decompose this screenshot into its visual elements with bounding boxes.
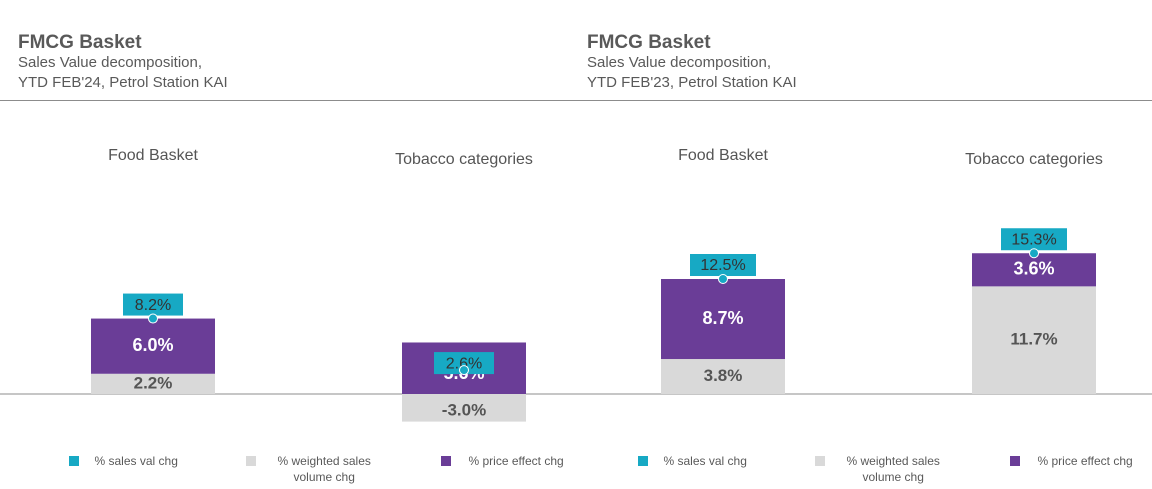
panel-subtitle-line1: Sales Value decomposition, (18, 54, 202, 71)
sales-value-label: 8.2% (135, 297, 171, 314)
volume-bar-segment (661, 359, 785, 394)
sales-value-marker (718, 274, 728, 284)
legend-swatch (638, 456, 648, 466)
sales-value-marker (1029, 248, 1039, 259)
legend-swatch (815, 456, 825, 466)
volume-value-label: 11.7% (1010, 330, 1057, 349)
legend-label: % price effect chg (468, 454, 564, 468)
legend-label: % sales val chg (94, 454, 178, 468)
category-label: Food Basket (108, 147, 198, 164)
volume-bar-segment (402, 394, 526, 422)
sales-value-label-box (123, 293, 183, 316)
sales-value-label-box (690, 254, 756, 276)
category-label: Tobacco categories (965, 151, 1103, 168)
legend-label-line1: % weighted sales (277, 454, 371, 468)
volume-bar-segment (91, 373, 215, 394)
panel-title: FMCG Basket (18, 32, 142, 53)
category-label: Food Basket (678, 147, 768, 164)
volume-value-label: -3.0% (442, 400, 486, 419)
volume-value-label: 2.2% (134, 373, 173, 392)
panel-title: FMCG Basket (587, 32, 711, 53)
price-value-label: 6.0% (132, 335, 173, 355)
legend-label: % weighted sales volume chg (847, 453, 940, 485)
legend-swatch (441, 456, 451, 466)
price-bar-segment (91, 318, 215, 374)
panel-header-right: FMCG Basket Sales Value decomposition, Y… (587, 33, 797, 93)
panel-subtitle-line1: Sales Value decomposition, (587, 54, 771, 71)
price-value-label: 8.7% (702, 308, 743, 328)
legend-swatch (69, 456, 79, 466)
sales-value-label: 2.6% (446, 355, 482, 372)
sales-value-marker (459, 365, 469, 376)
volume-value-label: 3.8% (704, 366, 743, 385)
sales-value-label: 15.3% (1011, 231, 1056, 248)
sales-value-label: 12.5% (700, 257, 745, 274)
header-divider (0, 100, 1152, 101)
legend-swatch (1010, 456, 1020, 466)
sales-value-label-box (434, 352, 494, 375)
panel-header-left: FMCG Basket Sales Value decomposition, Y… (18, 33, 228, 93)
legend-label-line2: volume chg (293, 470, 355, 484)
legend-label-line2: volume chg (862, 470, 924, 484)
category-label: Tobacco categories (395, 151, 533, 168)
legend-label-line1: % weighted sales (846, 454, 940, 468)
sales-value-marker (148, 313, 158, 324)
price-value-label: 3.6% (1013, 259, 1054, 279)
legend-swatch (246, 456, 256, 466)
legend-label: % weighted sales volume chg (278, 453, 371, 485)
price-bar-segment (661, 279, 785, 360)
sales-value-label-box (1001, 228, 1067, 251)
panel-subtitle-line2: YTD FEB'24, Petrol Station KAI (18, 74, 228, 91)
legend-label: % price effect chg (1037, 454, 1133, 468)
panel-subtitle-line2: YTD FEB'23, Petrol Station KAI (587, 74, 797, 91)
legend-label: % sales val chg (663, 454, 747, 468)
price-bar-segment (972, 253, 1096, 287)
volume-bar-segment (972, 286, 1096, 394)
